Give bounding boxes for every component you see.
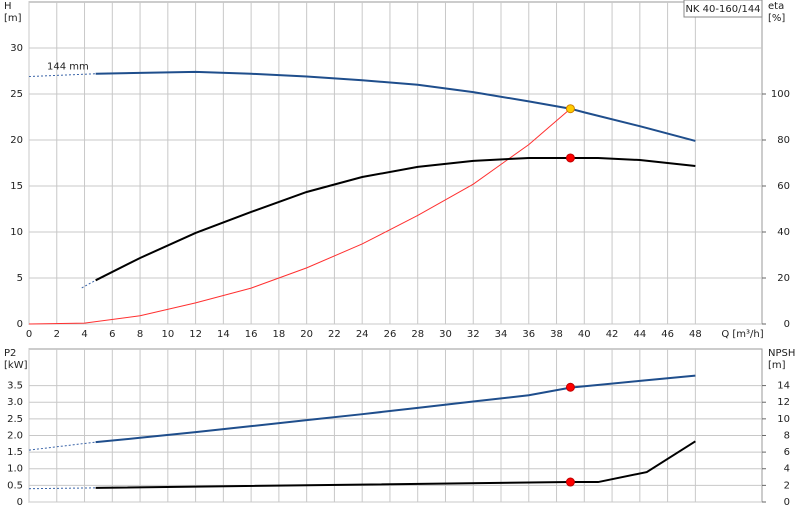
y2-tick-label: 10 [777,414,790,425]
y2-tick-label: 4 [784,464,790,475]
y-axis-unit: [kW] [4,360,28,371]
y2-tick-label: 6 [784,447,790,458]
y2-tick-label: 8 [784,430,790,441]
y-tick-label: 3.0 [7,397,23,408]
y-tick-label: 10 [10,227,23,238]
x-tick-label: 2 [54,329,60,340]
x-tick-label: 20 [300,329,313,340]
curve [28,73,96,78]
curve [95,440,696,489]
x-tick-label: 10 [161,329,174,340]
title-box [683,0,763,18]
curve [28,487,96,490]
y-tick-label: 30 [10,43,23,54]
x-axis-label: Q [m³/h] [721,329,763,340]
x-tick-label: 44 [633,329,646,340]
x-tick-label: 30 [439,329,452,340]
y-tick-label: 2.5 [7,414,23,425]
y2-axis-label: eta [768,1,784,12]
duty-point [565,153,575,163]
curve [81,279,96,289]
y2-axis-unit: [%] [768,13,785,24]
y2-axis-label: NPSH [768,348,795,359]
y2-tick-label: 12 [777,397,790,408]
y2-tick-label: 0 [784,319,790,330]
y-axis-unit: [m] [4,13,22,24]
y-tick-label: 20 [10,135,23,146]
x-tick-label: 26 [384,329,397,340]
y-tick-label: 3.5 [7,381,23,392]
y-axis-label: H [4,1,12,12]
x-tick-label: 12 [189,329,202,340]
y-tick-label: 0.5 [7,480,23,491]
y2-tick-label: 14 [777,381,790,392]
curve [28,441,96,451]
y-tick-label: 1.0 [7,464,23,475]
x-tick-label: 46 [661,329,674,340]
curve [95,156,696,282]
y2-tick-label: 60 [777,181,790,192]
y2-tick-label: 20 [777,273,790,284]
y2-tick-label: 0 [784,497,790,508]
x-tick-label: 6 [109,329,115,340]
duty-point [565,104,575,114]
curve [95,374,696,444]
x-tick-label: 0 [26,329,32,340]
plot-area [28,348,763,503]
y-tick-label: 0 [17,319,23,330]
x-tick-label: 34 [495,329,508,340]
x-tick-label: 22 [328,329,341,340]
annotation: 144 mm [47,62,89,73]
x-tick-label: 48 [689,329,702,340]
x-tick-label: 14 [217,329,230,340]
plot-area [28,1,763,325]
y-tick-label: 1.5 [7,447,23,458]
x-tick-label: 32 [467,329,480,340]
y-axis-label: P2 [4,348,16,359]
x-tick-label: 42 [606,329,619,340]
x-tick-label: 16 [245,329,258,340]
y-tick-label: 25 [10,89,23,100]
x-tick-label: 24 [356,329,369,340]
duty-point [565,382,575,392]
curve [28,108,571,325]
y2-tick-label: 40 [777,227,790,238]
x-tick-label: 36 [522,329,535,340]
chart-title: NK 40-160/144 [685,4,760,15]
y-tick-label: 0 [17,497,23,508]
curve [95,70,696,142]
y-tick-label: 5 [17,273,23,284]
duty-point [565,477,575,487]
y2-tick-label: 80 [777,135,790,146]
y2-axis-unit: [m] [768,360,786,371]
y-tick-label: 15 [10,181,23,192]
x-tick-label: 38 [550,329,563,340]
x-tick-label: 28 [411,329,424,340]
y2-tick-label: 2 [784,480,790,491]
x-tick-label: 8 [137,329,143,340]
x-tick-label: 4 [81,329,87,340]
y2-tick-label: 100 [771,89,790,100]
x-tick-label: 40 [578,329,591,340]
x-tick-label: 18 [273,329,286,340]
y-tick-label: 2.0 [7,430,23,441]
